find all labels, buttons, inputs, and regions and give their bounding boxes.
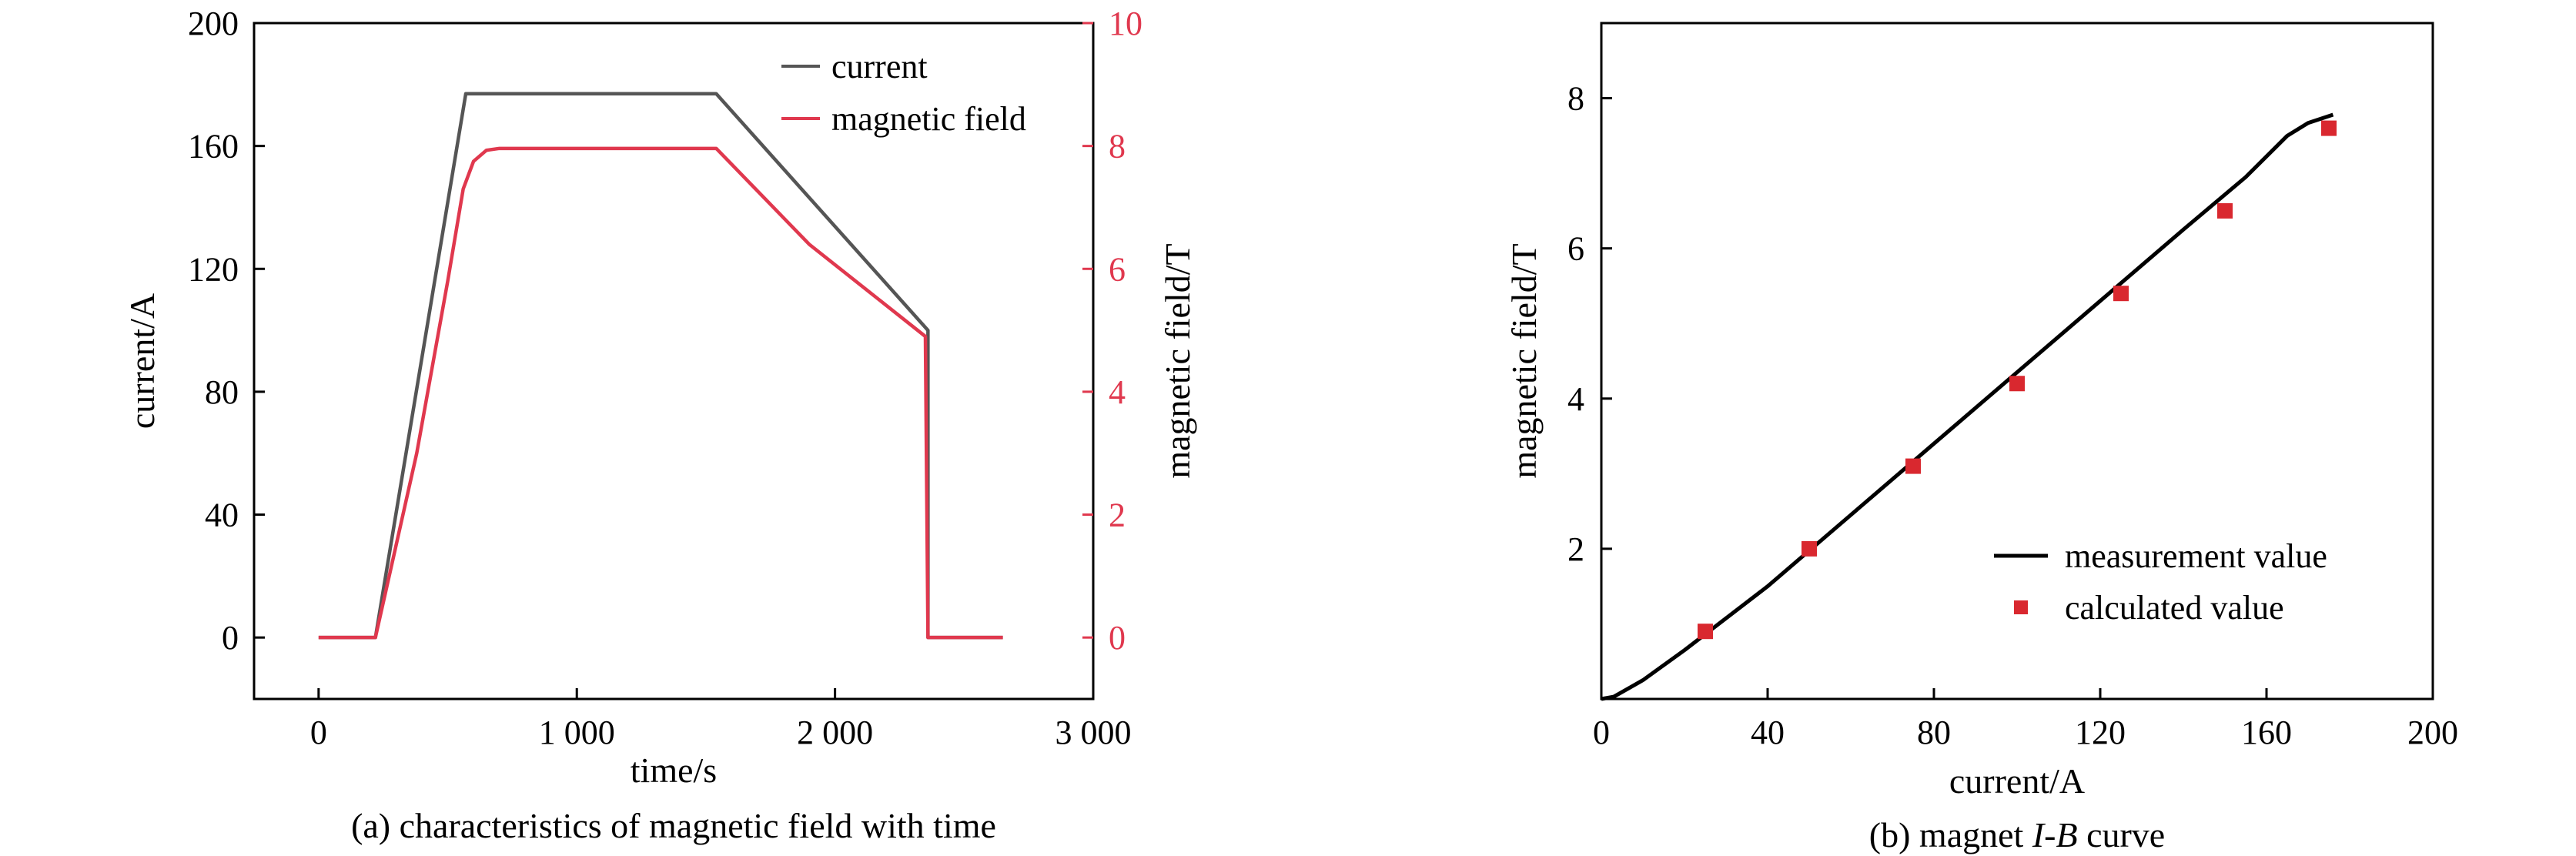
chart-a-y-right-tick-label: 4 [1109,373,1126,411]
chart-a-x-tick-label: 2 000 [797,714,873,751]
chart-b-calculated-point [2321,120,2337,136]
chart-b-calculated-point [1698,624,1713,640]
chart-a-legend-label-current: current [831,48,928,85]
chart-b-x-tick-label: 40 [1751,714,1785,751]
chart-a-y-left-tick-label: 200 [188,5,239,42]
chart-b-plot-frame [1600,22,2434,701]
chart-a-y-right-tick-label: 8 [1109,128,1126,166]
chart-a-y-axis-right-label: magnetic field/T [1158,243,1197,478]
chart-a-y-left-tick-label: 40 [205,497,239,534]
chart-b-y-tick-label: 4 [1567,380,1584,418]
chart-a-legend-label-magnetic-field: magnetic field [831,100,1026,138]
chart-b-y-tick-label: 6 [1567,230,1584,268]
chart-a-x-tick-label: 3 000 [1055,714,1132,751]
chart-a-x-axis-label: time/s [631,751,717,790]
chart-a-x-axis: 0 1 000 2 000 3 000 [310,688,1132,751]
chart-b-x-tick-label: 200 [2407,714,2458,751]
chart-b-y-tick-label: 2 [1567,530,1584,568]
chart-a-y-axis-right: 0 2 4 6 8 10 [1082,5,1142,657]
chart-b-x-tick-label: 160 [2241,714,2292,751]
chart-b-calculated-point [1905,458,1921,474]
chart-b-x-axis: 0 40 80 120 160 200 [1593,688,2458,751]
chart-b-caption-suffix: curve [2078,815,2166,854]
chart-b-x-axis-label: current/A [1949,761,2085,801]
chart-b-calculated-point [2113,286,2129,302]
chart-a-y-right-tick-label: 6 [1109,250,1126,288]
chart-a-y-right-tick-label: 0 [1109,619,1126,657]
chart-b-calculated-point [2009,376,2025,392]
chart-b-legend: measurement value calculated value [1994,537,2327,627]
chart-b-x-tick-label: 120 [2075,714,2126,751]
chart-a-legend: current magnetic field [781,48,1026,138]
chart-a-y-left-tick-label: 0 [222,619,239,657]
chart-a-y-right-tick-label: 2 [1109,497,1126,534]
chart-b-y-axis: 2 4 6 8 [1567,80,1612,568]
chart-a-y-left-tick-label: 120 [188,250,239,288]
chart-b-legend-swatch-calculated [2014,600,2028,614]
chart-b: 0 40 80 120 160 200 2 4 6 8 current/A magnetic f… [1504,22,2458,854]
chart-b-y-tick-label: 8 [1567,80,1584,118]
chart-b-calculated-point [2217,202,2233,219]
chart-a-y-right-tick-label: 10 [1109,5,1142,42]
chart-b-x-tick-label: 0 [1593,714,1610,751]
chart-b-calculated-point [1802,540,1817,557]
chart-a-y-axis-left: 0 40 80 120 160 200 [188,5,265,657]
chart-b-legend-label-measurement: measurement value [2065,537,2327,575]
chart-b-y-axis-label: magnetic field/T [1504,243,1544,478]
chart-b-caption: (b) magnet I-B curve [1869,815,2165,854]
chart-b-caption-italic: I-B [2032,815,2078,854]
chart-b-series-layer [1601,112,2337,701]
chart-a-caption: (a) characteristics of magnetic field wi… [351,806,996,845]
chart-b-series-measurement-line [1601,112,2334,701]
chart-a-series-magnetic-field-line [318,146,1003,640]
chart-b-x-tick-label: 80 [1917,714,1951,751]
chart-a-y-axis-left-label: current/A [122,293,162,429]
chart-a-y-left-tick-label: 80 [205,373,239,411]
chart-a-series-layer [318,92,1003,640]
chart-a-x-tick-label: 1 000 [539,714,615,751]
chart-a-series-current-line [318,92,1003,640]
chart-a-x-tick-label: 0 [310,714,327,751]
chart-b-legend-label-calculated: calculated value [2065,589,2284,627]
chart-b-caption-prefix: (b) magnet [1869,815,2032,854]
chart-a-plot-frame [253,22,1095,701]
chart-a-y-left-tick-label: 160 [188,128,239,166]
